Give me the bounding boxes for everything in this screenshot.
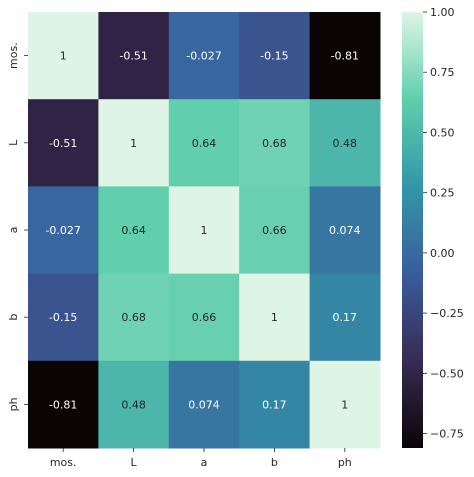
cell-value-label: -0.51 xyxy=(119,50,147,63)
heatmap-cell-L-b xyxy=(239,99,311,187)
cell-value-label: 0.68 xyxy=(262,137,287,150)
heatmap-cell-b-b xyxy=(239,273,311,362)
cell-value-label: 1 xyxy=(201,224,208,237)
heatmap-cell-mos.-b xyxy=(239,12,311,100)
colorbar-tick-label: −0.75 xyxy=(430,428,464,441)
heatmap-cell-L-L xyxy=(98,99,170,187)
x-tick-label: b xyxy=(271,456,278,469)
heatmap-cell-a-mos. xyxy=(28,186,99,275)
cell-value-label: 0.17 xyxy=(262,398,287,411)
cell-value-label: -0.81 xyxy=(331,50,359,63)
x-tick-label: ph xyxy=(338,456,352,469)
heatmap-cell-b-mos. xyxy=(28,273,99,362)
heatmap-cell-a-ph xyxy=(309,186,381,275)
heatmap-cell-labels: 1 -0.51 -0.027 -0.15 -0.81 -0.51 1 0.64 0.68 0.48… xyxy=(45,50,360,412)
x-tick-label: L xyxy=(131,456,138,469)
heatmap-cell-ph-a xyxy=(168,360,240,449)
colorbar-tick-label: 0.75 xyxy=(430,66,455,79)
heatmap-cell-L-a xyxy=(168,99,240,187)
y-tick-label: a xyxy=(7,227,20,234)
heatmap-cell-ph-b xyxy=(239,360,311,449)
cell-value-label: -0.15 xyxy=(260,50,288,63)
colorbar-tick-label: 0.50 xyxy=(430,126,455,139)
cell-value-label: 0.66 xyxy=(192,311,217,324)
x-tick-label: mos. xyxy=(50,456,77,469)
colorbar-gradient xyxy=(402,12,423,448)
cell-value-label: 1 xyxy=(271,311,278,324)
cell-value-label: 0.68 xyxy=(121,311,146,324)
heatmap-cell-L-ph xyxy=(309,99,381,187)
heatmap-cell-mos.-a xyxy=(168,12,240,100)
colorbar-tick-label: −0.50 xyxy=(430,367,464,380)
colorbar: 1.00 0.75 0.50 0.25 0.00 −0.25 −0.50 −0.75 xyxy=(402,6,464,448)
cell-value-label: -0.027 xyxy=(186,50,221,63)
cell-value-label: 0.64 xyxy=(121,224,146,237)
cell-value-label: -0.81 xyxy=(49,398,77,411)
y-tick-label: mos. xyxy=(7,42,20,69)
heatmap-cell-ph-L xyxy=(98,360,170,449)
heatmap-cell-a-L xyxy=(98,186,170,275)
heatmap-cell-b-L xyxy=(98,273,170,362)
cell-value-label: -0.51 xyxy=(49,137,77,150)
y-tick-label: b xyxy=(7,314,20,321)
cell-value-label: 0.074 xyxy=(329,224,361,237)
heatmap-cell-ph-ph xyxy=(309,360,381,449)
cell-value-label: 0.64 xyxy=(192,137,217,150)
heatmap-cell-ph-mos. xyxy=(28,360,99,449)
cell-value-label: 0.66 xyxy=(262,224,287,237)
colorbar-tick-label: 0.00 xyxy=(430,247,455,260)
cell-value-label: -0.15 xyxy=(49,311,77,324)
y-tick-label: ph xyxy=(7,397,20,411)
cell-value-label: 1 xyxy=(60,50,67,63)
colorbar-tick-label: −0.25 xyxy=(430,307,464,320)
heatmap-cell-L-mos. xyxy=(28,99,99,187)
cell-value-label: -0.027 xyxy=(45,224,80,237)
cell-value-label: 0.48 xyxy=(121,398,146,411)
cell-value-label: 0.48 xyxy=(333,137,358,150)
x-tick-label: a xyxy=(201,456,208,469)
cell-value-label: 0.074 xyxy=(188,398,220,411)
heatmap-cells xyxy=(28,12,381,449)
cell-value-label: 1 xyxy=(341,398,348,411)
heatmap-cell-b-ph xyxy=(309,273,381,362)
heatmap-cell-mos.-mos. xyxy=(28,12,99,100)
cell-value-label: 0.17 xyxy=(333,311,358,324)
heatmap-cell-mos.-ph xyxy=(309,12,381,100)
y-tick-label: L xyxy=(7,139,20,146)
cell-value-label: 1 xyxy=(130,137,137,150)
y-axis: mos. La b ph xyxy=(7,42,28,411)
heatmap-cell-mos.-L xyxy=(98,12,170,100)
colorbar-tick-label: 1.00 xyxy=(430,6,455,19)
heatmap-cell-a-b xyxy=(239,186,311,275)
heatmap-cell-a-a xyxy=(168,186,240,275)
heatmap-cell-b-a xyxy=(168,273,240,362)
colorbar-tick-label: 0.25 xyxy=(430,187,455,200)
